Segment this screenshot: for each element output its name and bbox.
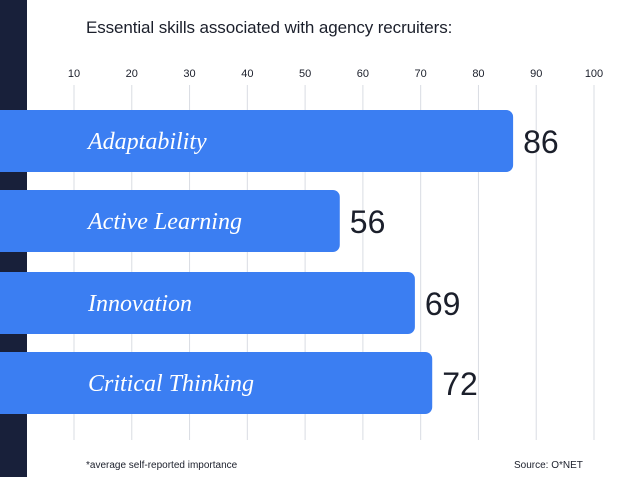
x-tick-label: 40	[241, 68, 253, 80]
x-tick-label: 50	[299, 68, 311, 80]
source-note: Source: O*NET	[514, 460, 583, 471]
x-tick-label: 60	[357, 68, 369, 80]
x-tick-label: 90	[530, 68, 542, 80]
x-tick-label: 10	[68, 68, 80, 80]
chart-title: Essential skills associated with agency …	[86, 18, 453, 37]
x-tick-label: 100	[585, 68, 603, 80]
bar-category-label: Critical Thinking	[88, 371, 254, 397]
bar-value-label: 86	[523, 124, 559, 160]
x-tick-label: 80	[472, 68, 484, 80]
x-tick-label: 20	[126, 68, 138, 80]
bar-value-label: 69	[425, 286, 461, 322]
bar	[0, 110, 514, 172]
bar	[0, 190, 340, 252]
bar	[0, 272, 415, 334]
x-tick-label: 30	[183, 68, 195, 80]
footnote: *average self-reported importance	[86, 460, 238, 471]
bar-category-label: Innovation	[87, 291, 192, 317]
bar-category-label: Active Learning	[86, 209, 242, 235]
bar-category-label: Adaptability	[86, 129, 207, 155]
bar-value-label: 56	[350, 204, 386, 240]
bar-value-label: 72	[442, 366, 478, 402]
bar	[0, 352, 433, 414]
x-tick-label: 70	[415, 68, 427, 80]
